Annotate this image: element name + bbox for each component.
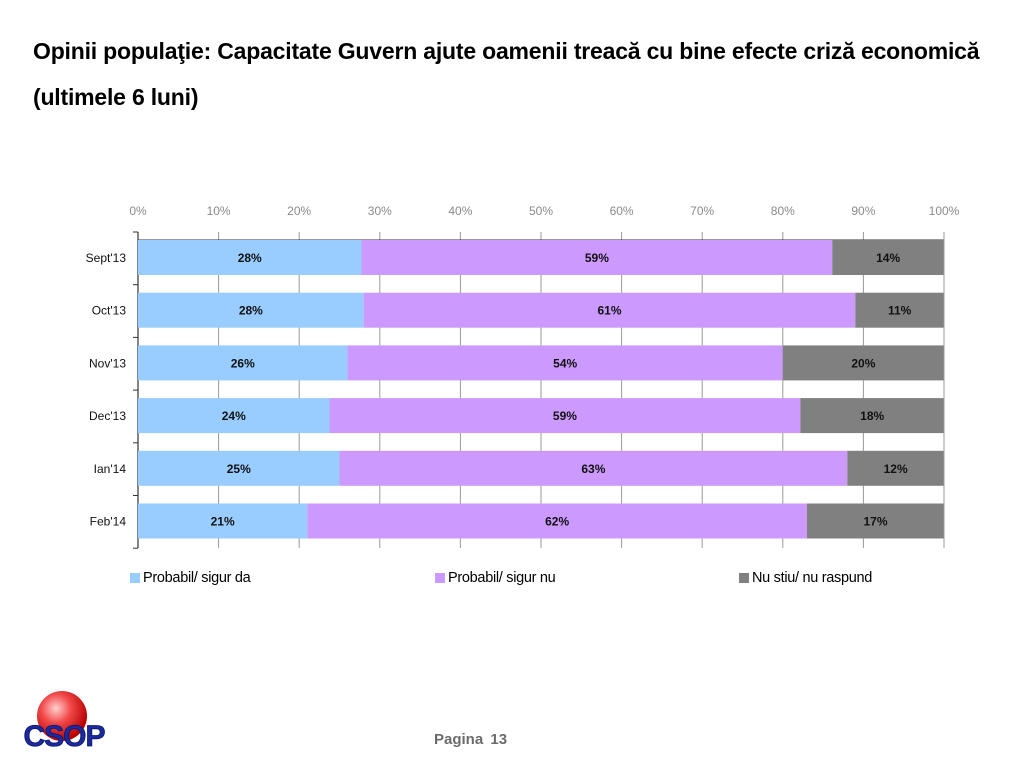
data-label: 21% — [211, 515, 235, 529]
data-label: 11% — [888, 304, 912, 318]
bar-segment — [329, 398, 801, 434]
legend-item-nu: Probabil/ sigur nu — [435, 568, 556, 588]
bar-segment — [307, 503, 807, 539]
legend-swatch-ns — [739, 573, 749, 583]
bar-segment — [138, 398, 330, 434]
legend-swatch-da — [130, 573, 140, 583]
data-label: 63% — [581, 462, 605, 476]
bar-segment — [847, 450, 944, 486]
bar-segment — [361, 240, 833, 275]
bar-segment — [806, 503, 944, 539]
data-label: 25% — [227, 462, 251, 476]
x-tick-label: 0% — [129, 204, 147, 218]
data-label: 24% — [222, 409, 246, 423]
legend-swatch-nu — [435, 573, 445, 583]
x-tick-label: 90% — [851, 204, 875, 218]
bar-segment — [800, 398, 944, 434]
bar-segment — [138, 345, 348, 381]
x-tick-label: 80% — [771, 204, 795, 218]
data-label: 62% — [545, 515, 569, 529]
bar-segment — [339, 450, 848, 486]
csop-logo: CSOP — [23, 691, 106, 753]
category-label: Dec'13 — [89, 409, 126, 423]
x-tick-label: 60% — [610, 204, 634, 218]
category-label: Nov'13 — [89, 356, 126, 370]
data-label: 28% — [239, 304, 263, 318]
bar-segment — [138, 503, 308, 539]
bar-segment — [782, 345, 944, 381]
data-label: 54% — [553, 356, 577, 370]
logo-sphere-icon — [37, 691, 87, 741]
data-label: 28% — [238, 251, 262, 265]
data-label: 26% — [231, 356, 255, 370]
legend-label-nu: Probabil/ sigur nu — [448, 570, 556, 586]
legend-label-da: Probabil/ sigur da — [143, 570, 251, 586]
x-tick-label: 70% — [690, 204, 714, 218]
data-label: 59% — [553, 409, 577, 423]
page-label: Pagina — [434, 731, 484, 748]
category-label: Feb'14 — [90, 515, 127, 529]
legend-label-ns: Nu stiu/ nu raspund — [752, 570, 873, 586]
x-tick-label: 30% — [368, 204, 392, 218]
data-label: 18% — [860, 409, 884, 423]
page-title: Opinii populaţie: Capacitate Guvern ajut… — [33, 38, 980, 110]
legend-item-da: Probabil/ sigur da — [130, 568, 251, 588]
x-tick-label: 20% — [287, 204, 311, 218]
data-label: 20% — [851, 356, 875, 370]
category-label: Sept'13 — [86, 251, 127, 265]
bar-segment — [832, 240, 944, 275]
bar-segment — [138, 292, 364, 328]
x-tick-label: 100% — [929, 204, 960, 218]
x-tick-label: 10% — [207, 204, 231, 218]
bar-segment — [363, 292, 856, 328]
data-label: 59% — [585, 251, 609, 265]
data-label: 61% — [597, 304, 621, 318]
logo-text: CSOP — [23, 720, 104, 753]
x-tick-label: 50% — [529, 204, 553, 218]
legend-item-ns: Nu stiu/ nu raspund — [739, 568, 872, 588]
data-label: 17% — [863, 515, 887, 529]
page-number-value: 13 — [490, 731, 508, 748]
bar-segment — [347, 345, 783, 381]
bar-segment — [138, 450, 340, 486]
data-label: 12% — [884, 462, 908, 476]
data-label: 14% — [876, 251, 900, 265]
page-number: Pagina 13 — [434, 731, 507, 748]
bar-segment — [855, 292, 944, 328]
bar-segment — [138, 240, 362, 275]
category-label: Oct'13 — [92, 304, 127, 318]
x-tick-label: 40% — [448, 204, 472, 218]
category-label: Ian'14 — [94, 462, 127, 476]
